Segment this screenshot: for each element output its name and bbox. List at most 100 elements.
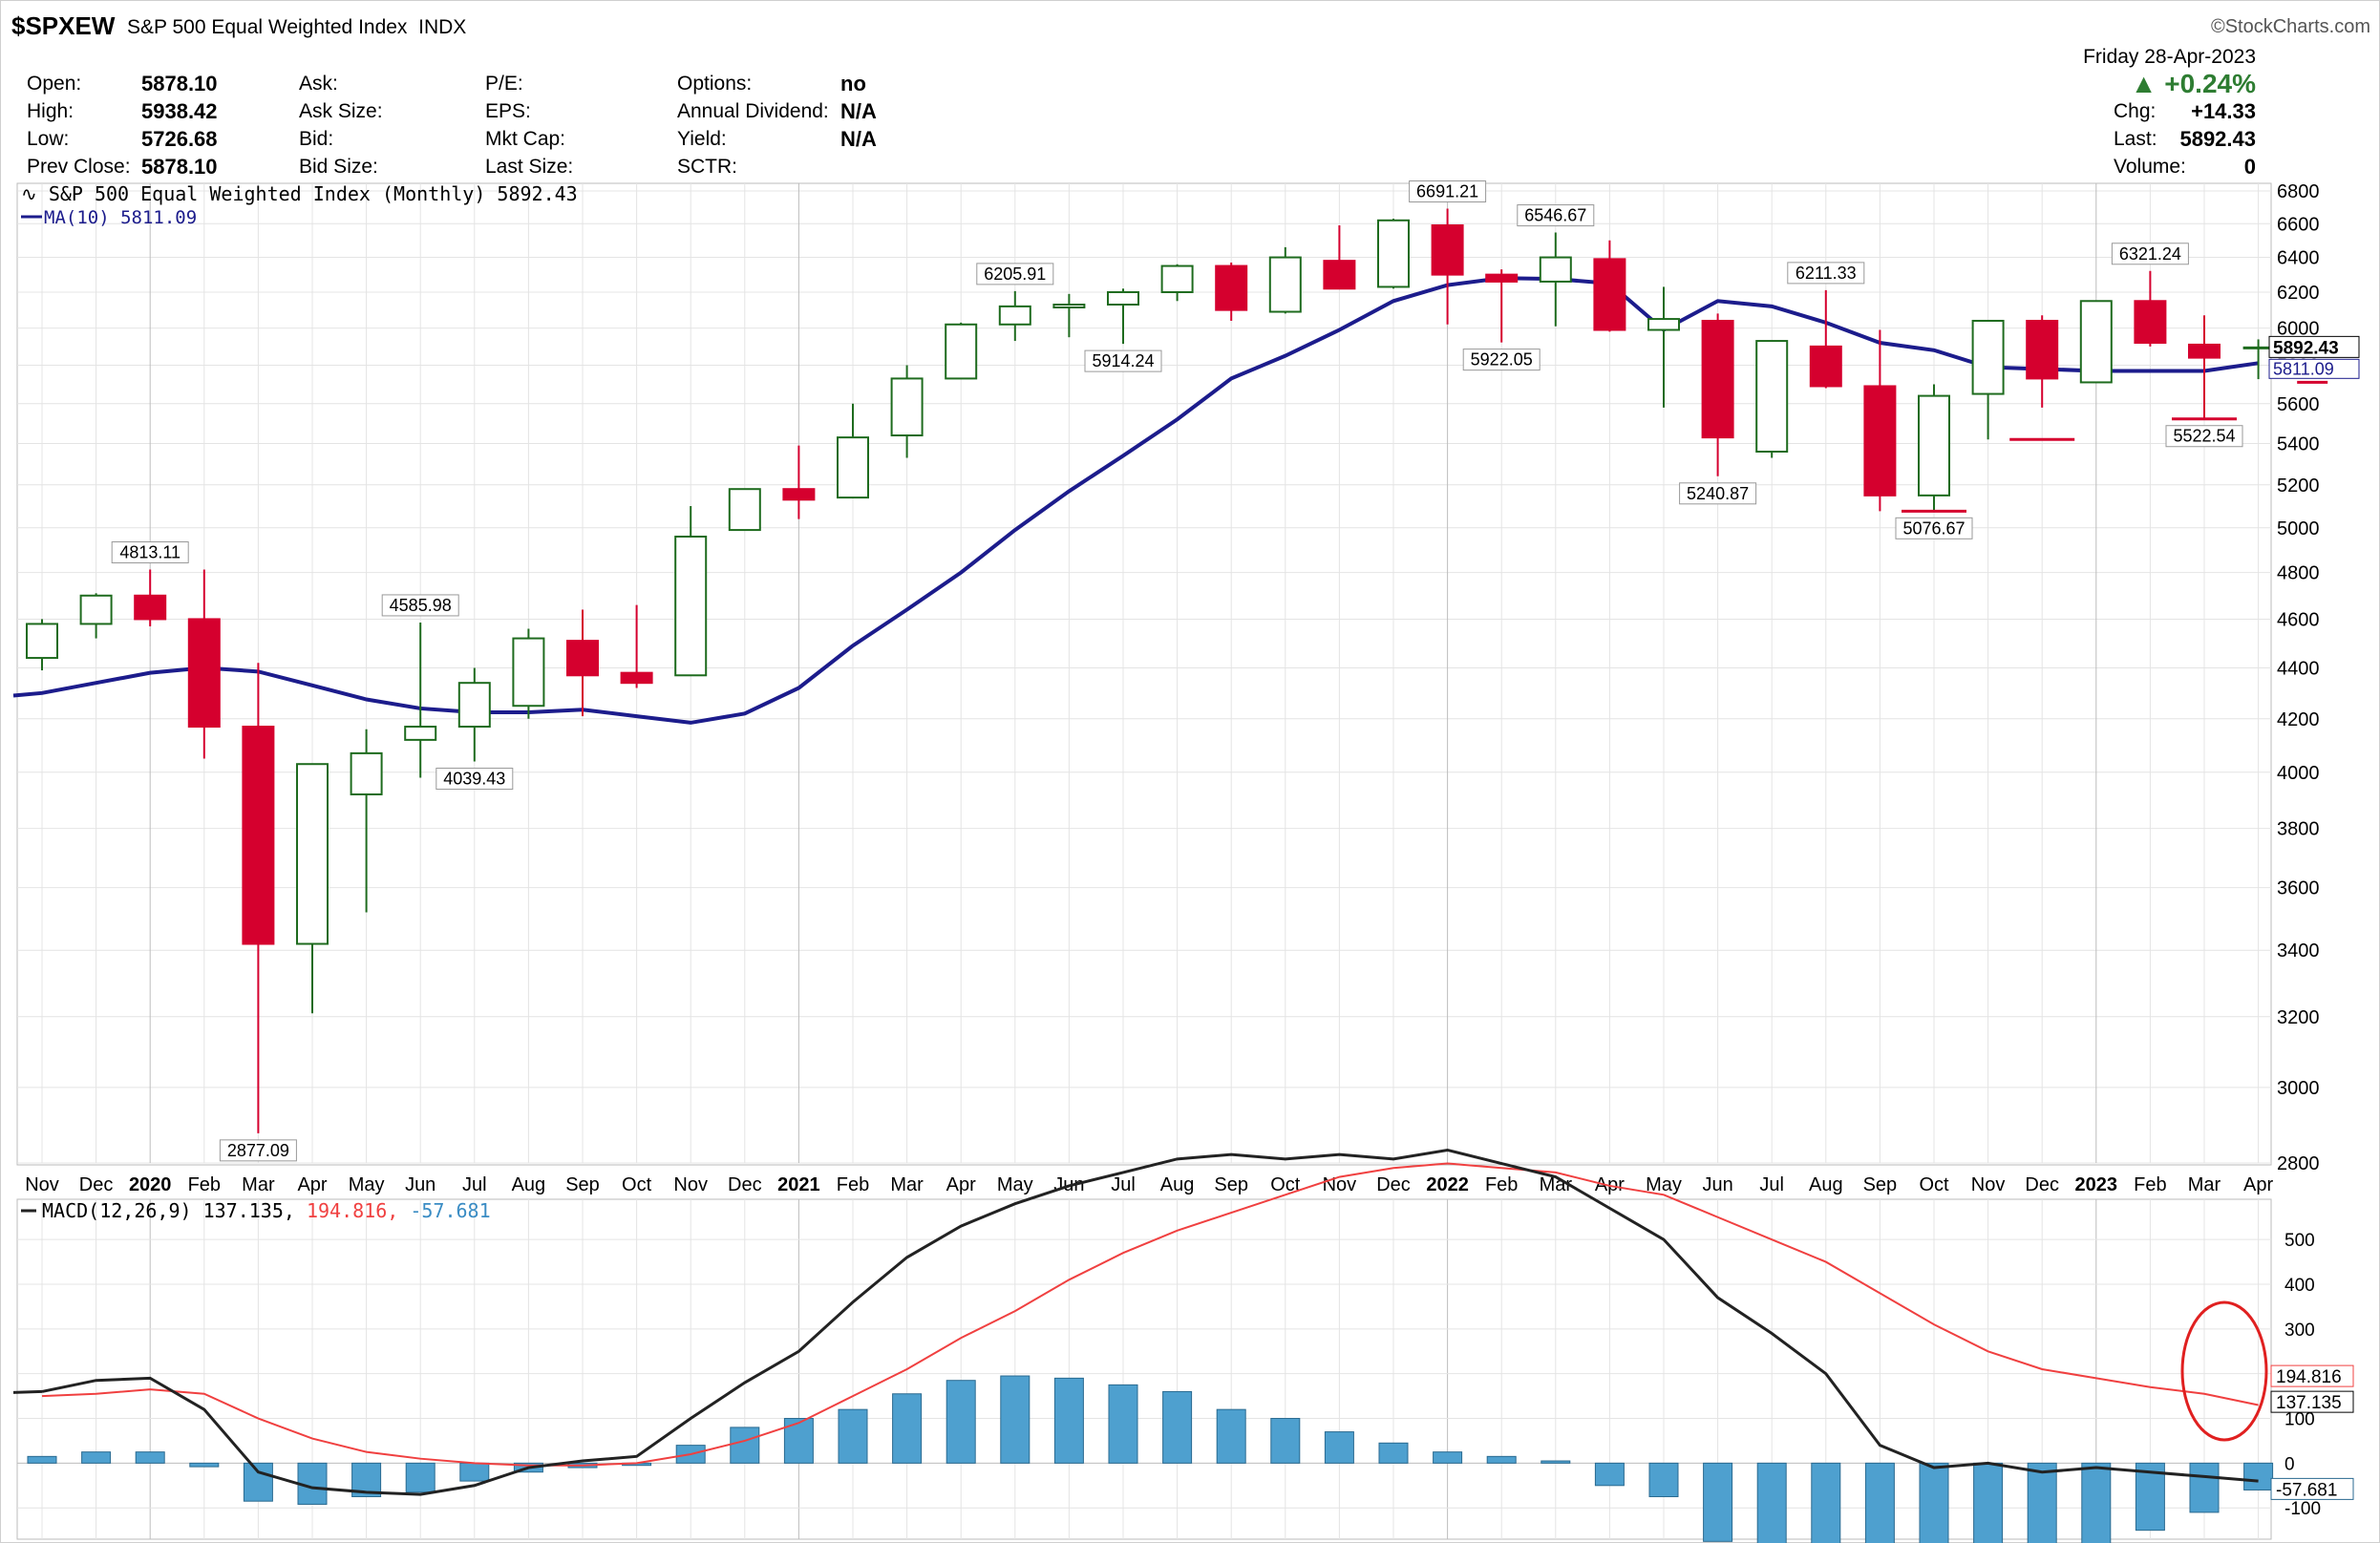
annotation-label: 4585.98: [390, 596, 452, 615]
price-tick-label: 4200: [2277, 709, 2320, 730]
last-price-tag: [2268, 335, 2360, 358]
ma10-path: [12, 276, 2259, 725]
annotation-label: 6321.24: [2119, 244, 2181, 264]
price-tick-label: 5000: [2277, 518, 2320, 539]
macd-line-lead: [12, 1389, 43, 1394]
month-label: Dec: [2025, 1174, 2059, 1195]
price-title-text: S&P 500 Equal Weighted Index (Monthly) 5…: [49, 182, 578, 205]
candle-body: [566, 640, 599, 677]
ma-tag-label: 5811.09: [2273, 359, 2334, 378]
macd-hist-bar: [2081, 1462, 2112, 1543]
candle-body: [674, 535, 708, 677]
month-label: Apr: [297, 1174, 327, 1195]
macd-hist-bar: [1270, 1418, 1301, 1464]
price-tick-label: 3400: [2277, 941, 2320, 962]
price-tick-label: 6800: [2277, 181, 2320, 202]
price-tick-label: 4600: [2277, 609, 2320, 630]
annotation-box: [1895, 517, 1973, 539]
macd-hist-bar: [1919, 1462, 1949, 1543]
copyright[interactable]: ©StockCharts.com: [2210, 16, 2370, 37]
month-label: Dec: [728, 1174, 762, 1195]
candle-body: [1107, 290, 1139, 306]
annotation-label: 5922.05: [1471, 350, 1533, 370]
macd-hist-bar: [892, 1393, 923, 1464]
macd-legend-hist: -57.681: [398, 1199, 490, 1222]
month-label: Jul: [1111, 1174, 1136, 1195]
highlight-circle: [2180, 1300, 2268, 1442]
annotation-box: [219, 1139, 297, 1162]
macd-legend: MACD(12,26,9) 137.135, 194.816, -57.681: [42, 1199, 491, 1222]
high-value: 5938.42: [141, 99, 218, 123]
month-label: Apr: [2243, 1174, 2273, 1195]
annotation-box: [2111, 243, 2189, 265]
price-tick-label: 3200: [2277, 1007, 2320, 1028]
month-label: May: [349, 1174, 385, 1195]
candle-body: [1160, 264, 1194, 293]
candle-body: [2134, 300, 2167, 344]
month-label: Nov: [673, 1174, 708, 1195]
macd-hist-bar: [243, 1462, 273, 1502]
prev-close-value: 5878.10: [141, 155, 218, 179]
candle-body: [1539, 256, 1572, 283]
candle-body: [512, 637, 545, 708]
ask-label: Ask:: [299, 73, 338, 95]
macd-hist-bar: [1216, 1408, 1246, 1464]
candle-body: [782, 488, 816, 501]
eps-label: EPS:: [485, 100, 531, 122]
candle-body: [1485, 273, 1519, 283]
annotation-box: [111, 540, 189, 563]
annotation-label: 6691.21: [1416, 182, 1478, 201]
candle-body: [26, 623, 58, 660]
annual-dividend-label: Annual Dividend:: [677, 100, 829, 122]
candle-body: [2079, 300, 2113, 384]
month-label: Sep: [1863, 1174, 1898, 1195]
month-label: 2021: [777, 1174, 820, 1195]
bid-label: Bid:: [299, 128, 334, 150]
macd-tick-label: 300: [2284, 1321, 2315, 1341]
candle-body: [350, 751, 383, 795]
macd-tick-label: 500: [2284, 1231, 2315, 1251]
candle-body: [837, 436, 869, 499]
macd-line: [41, 1148, 2259, 1496]
candle-body: [1701, 319, 1734, 439]
annotation-box: [1409, 180, 1487, 203]
macd-hist-bar: [1000, 1375, 1031, 1464]
pct-change: ▲ +0.24%: [2131, 69, 2256, 99]
index-name: S&P 500 Equal Weighted Index INDX: [127, 16, 466, 39]
candle-body: [728, 488, 761, 532]
price-tick-label: 6600: [2277, 214, 2320, 235]
annotation-label: 5522.54: [2173, 427, 2235, 446]
chg-value: +14.33: [2191, 99, 2256, 123]
exchange-label: INDX: [418, 16, 467, 38]
price-tick-label: 4000: [2277, 763, 2320, 784]
price-tick-label: 6000: [2277, 319, 2320, 340]
month-label: Jun: [1702, 1174, 1732, 1195]
month-label: Feb: [188, 1174, 221, 1195]
annotation-box: [436, 768, 514, 791]
annotation-box: [976, 263, 1054, 285]
macd-hist-bar: [1378, 1442, 1409, 1464]
month-label: Mar: [242, 1174, 275, 1195]
price-tick-label: 2800: [2277, 1153, 2320, 1174]
price-tick-label: 6200: [2277, 283, 2320, 304]
candle-body: [1809, 345, 1842, 388]
macd-hist-bar: [946, 1380, 976, 1464]
month-label: Mar: [1540, 1174, 1573, 1195]
macd-hist-bar: [1162, 1390, 1193, 1464]
candle-body: [1215, 264, 1248, 311]
price-gridlines: [16, 182, 2272, 1166]
mkt-cap-label: Mkt Cap:: [485, 128, 566, 150]
price-axis: 2800 3000 3200 3400 3600 3800 4000 4200 4400 4600…: [2277, 181, 2320, 1174]
chart-icon: ∿: [21, 182, 37, 205]
volume-label: Volume:: [2114, 156, 2186, 178]
month-label: May: [997, 1174, 1033, 1195]
macd-tick-label: -100: [2284, 1499, 2321, 1519]
macd-hist-bar: [1811, 1462, 1841, 1543]
annotation-label: 4813.11: [119, 542, 181, 561]
prev-close-label: Prev Close:: [27, 156, 131, 178]
candle-body: [2026, 319, 2059, 380]
macd-tag: [2270, 1390, 2354, 1413]
macd-hist-bar: [189, 1462, 220, 1468]
price-tick-label: 5600: [2277, 394, 2320, 415]
